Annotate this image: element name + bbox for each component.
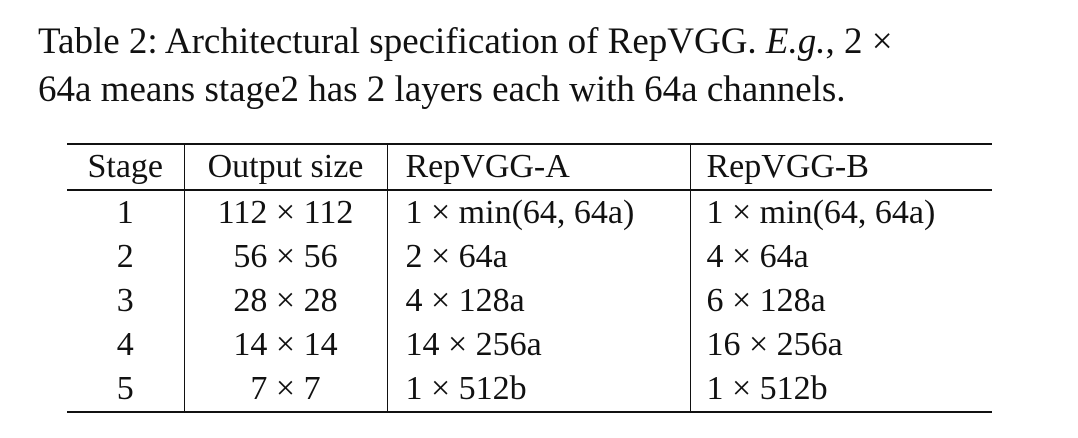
header-stage: Stage (67, 144, 185, 190)
cell-stage: 5 (67, 367, 185, 412)
cell-repvgg-b: 6 × 128a (706, 282, 826, 319)
cell-stage: 4 (67, 323, 185, 367)
cell-repvgg-a: 2 × 64a (387, 235, 691, 279)
cell-output-size: 28 × 28 (184, 279, 388, 323)
cell-stage: 1 (67, 190, 185, 235)
cell-stage: 3 (67, 279, 185, 323)
spec-table: Stage Output size RepVGG-A RepVGG-B 1 11… (67, 143, 992, 413)
header-row: Stage Output size RepVGG-A RepVGG-B (67, 144, 992, 190)
table-row: 2 56 × 56 2 × 64a 4 × 64a (67, 235, 992, 279)
cell-output-size: 14 × 14 (184, 323, 388, 367)
table-row: 5 7 × 7 1 × 512b 1 × 512b (67, 367, 992, 412)
header-output-size: Output size (184, 144, 388, 190)
cell-repvgg-a: 14 × 256a (387, 323, 691, 367)
caption-suffix: , 2 × (825, 21, 893, 62)
caption-line-2: 64a means stage2 has 2 layers each with … (38, 69, 846, 110)
caption-prefix: Table 2: Architectural specification of … (38, 21, 757, 62)
cell-repvgg-b: 1 × 512b (706, 370, 828, 407)
table-row: 3 28 × 28 4 × 128a 6 × 128a (67, 279, 992, 323)
cell-repvgg-a: 4 × 128a (387, 279, 691, 323)
cell-repvgg-a: 1 × min(64, 64a) (387, 190, 691, 235)
cell-repvgg-a: 1 × 512b (387, 367, 691, 412)
cell-output-size: 7 × 7 (184, 367, 388, 412)
architecture-table: Stage Output size RepVGG-A RepVGG-B 1 11… (67, 143, 992, 413)
table-row: 1 112 × 112 1 × min(64, 64a) 1 × min(64,… (67, 190, 992, 235)
cell-output-size: 56 × 56 (184, 235, 388, 279)
cell-repvgg-b: 1 × min(64, 64a) (706, 194, 936, 231)
cell-repvgg-b: 4 × 64a (706, 238, 809, 275)
table-caption: Table 2: Architectural specification of … (38, 18, 1048, 114)
cell-output-size: 112 × 112 (184, 190, 388, 235)
caption-line-1: Table 2: Architectural specification of … (38, 18, 1048, 66)
cell-stage: 2 (67, 235, 185, 279)
header-repvgg-b: RepVGG-B (706, 148, 869, 185)
cell-repvgg-b: 16 × 256a (706, 326, 843, 363)
header-repvgg-a: RepVGG-A (387, 144, 691, 190)
caption-eg: E.g. (765, 21, 826, 62)
table-row: 4 14 × 14 14 × 256a 16 × 256a (67, 323, 992, 367)
